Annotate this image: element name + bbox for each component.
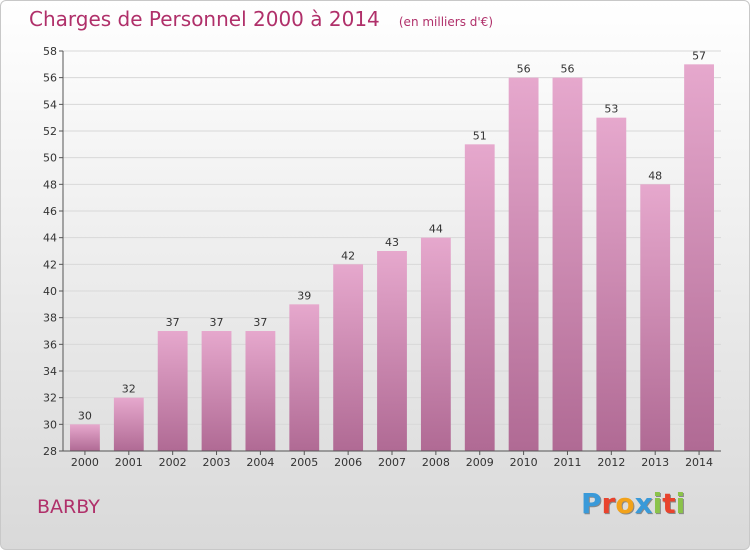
bar [640,184,671,452]
bar-value-label: 43 [385,236,399,249]
logo-letter: P [581,487,602,520]
y-tick-label: 42 [43,258,57,271]
x-tick-label: 2011 [553,456,581,469]
bar [157,331,188,451]
bar-value-label: 53 [604,103,618,116]
bar-value-label: 42 [341,249,355,262]
logo-letter: r [601,487,616,520]
bar-value-label: 57 [692,49,706,62]
bar-value-label: 37 [210,316,224,329]
y-tick-label: 38 [43,312,57,325]
y-tick-label: 52 [43,125,57,138]
bar-value-label: 56 [517,63,531,76]
x-tick-label: 2004 [246,456,274,469]
bar-value-label: 48 [648,169,662,182]
x-tick-label: 2013 [641,456,669,469]
proxiti-logo[interactable]: Proxiti [581,487,685,520]
logo-letter: x [634,487,653,520]
bar [113,397,144,451]
bars: 30 32 37 37 37 39 42 43 44 51 56 56 53 48 57 [70,49,714,452]
x-tick-label: 2000 [71,456,99,469]
y-tick-label: 36 [43,338,57,351]
logo-letter: i [675,487,686,520]
x-tick-label: 2009 [466,456,494,469]
axes: 28 30 32 34 36 38 40 42 44 46 48 50 52 54 56 58 2000 2001… [43,45,721,469]
y-tick-label: 30 [43,418,57,431]
x-tick-label: 2014 [685,456,713,469]
bar-value-label: 32 [122,383,136,396]
bar-value-label: 51 [473,129,487,142]
y-tick-label: 28 [43,445,57,458]
x-tick-label: 2006 [334,456,362,469]
bar [596,117,627,452]
x-tick-label: 2002 [159,456,187,469]
bar-value-label: 56 [560,63,574,76]
chart-title: Charges de Personnel 2000 à 2014 [29,7,380,31]
bar [245,331,276,451]
y-tick-label: 44 [43,232,57,245]
x-tick-label: 2007 [378,456,406,469]
bar [201,331,232,451]
x-tick-label: 2010 [510,456,538,469]
logo-letter: t [662,487,676,520]
bar [684,64,714,452]
x-tick-label: 2012 [597,456,625,469]
y-tick-label: 56 [43,72,57,85]
x-tick-label: 2003 [203,456,231,469]
y-tick-label: 50 [43,152,57,165]
bar [70,424,100,451]
bar [552,77,583,452]
x-tick-label: 2001 [115,456,143,469]
bar [420,237,451,451]
bar [289,304,320,451]
commune-name: BARBY [37,496,100,518]
x-tick-label: 2008 [422,456,450,469]
bar-value-label: 30 [78,409,92,422]
bar-value-label: 37 [166,316,180,329]
bar [464,144,495,452]
bar [508,77,539,452]
logo-letter: o [615,487,635,520]
y-tick-label: 34 [43,365,57,378]
bar-value-label: 44 [429,223,443,236]
y-tick-label: 58 [43,45,57,58]
y-tick-label: 54 [43,98,57,111]
title-row: Charges de Personnel 2000 à 2014 (en mil… [29,7,493,31]
y-tick-label: 40 [43,285,57,298]
bar-value-label: 37 [253,316,267,329]
y-tick-label: 46 [43,205,57,218]
y-tick-label: 32 [43,392,57,405]
bar [377,251,407,451]
bar-value-label: 39 [297,289,311,302]
bar [333,264,364,451]
x-tick-label: 2005 [290,456,318,469]
logo-letter: i [652,487,663,520]
chart-subtitle: (en milliers d'€) [398,15,493,29]
y-tick-label: 48 [43,178,57,191]
